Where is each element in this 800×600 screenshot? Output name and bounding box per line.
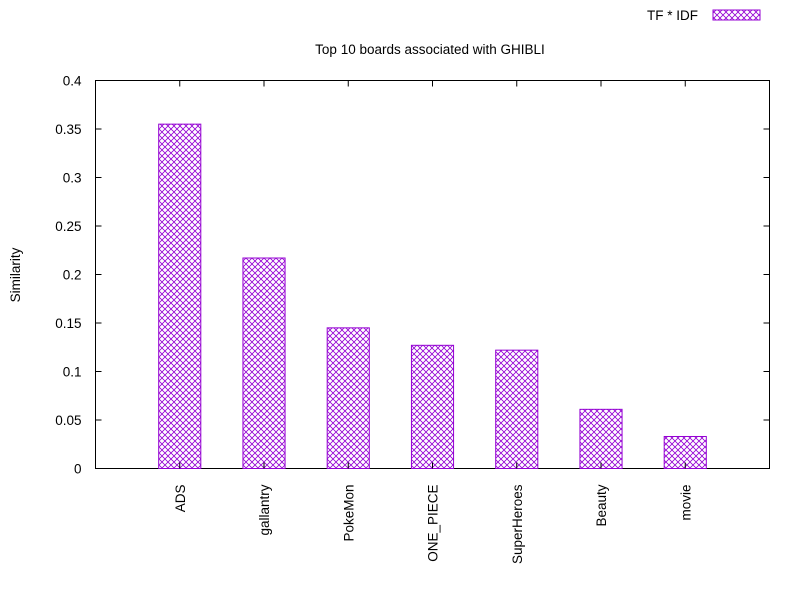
legend: TF * IDF (647, 8, 761, 23)
x-tick-label: Beauty (594, 484, 609, 526)
y-tick-label: 0.25 (55, 219, 81, 234)
x-tick-label: movie (678, 485, 693, 521)
bar-one-piece (410, 344, 455, 469)
y-tick-label: 0.4 (63, 74, 82, 89)
y-axis: 0 0.05 0.1 0.15 0.2 0.25 0.3 0.35 0.4 (55, 74, 770, 477)
x-tick-label: ADS (173, 485, 188, 513)
y-tick-label: 0.3 (63, 171, 82, 186)
y-tick-label: 0.15 (55, 316, 81, 331)
bar-gallantry (242, 257, 286, 470)
y-tick-label: 0.05 (55, 413, 81, 428)
y-tick-label: 0 (74, 462, 82, 477)
chart-title: Top 10 boards associated with GHIBLI (315, 42, 545, 57)
x-tick-label: PokeMon (341, 485, 356, 542)
y-tick-label: 0.1 (63, 365, 82, 380)
x-axis: ADS gallantry PokeMon ONE_PIECE SuperHeroes B… (173, 80, 693, 564)
x-tick-label: ONE_PIECE (426, 485, 441, 562)
bar-superheroes (495, 349, 539, 469)
bar-pokemon (326, 327, 370, 469)
legend-label: TF * IDF (647, 8, 698, 23)
x-tick-label: SuperHeroes (510, 484, 525, 564)
y-tick-label: 0.2 (63, 268, 82, 283)
x-tick-label: gallantry (257, 484, 272, 535)
y-axis-label: Similarity (8, 247, 23, 302)
bar-ads (158, 123, 202, 470)
bars-group (158, 123, 707, 470)
legend-swatch (712, 9, 761, 21)
y-tick-label: 0.35 (55, 122, 81, 137)
bar-beauty (579, 408, 623, 469)
